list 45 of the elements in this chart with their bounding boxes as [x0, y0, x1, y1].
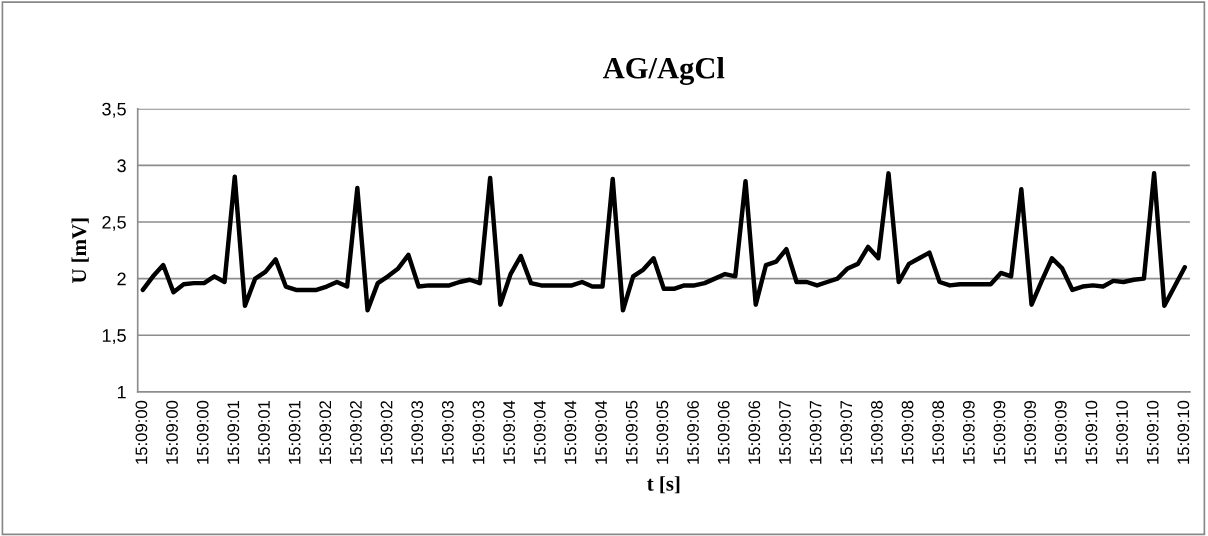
- x-tick-label: 15:09:00: [196, 400, 209, 464]
- x-tick-label: 15:09:06: [748, 400, 761, 464]
- x-tick-label: 15:09:10: [1177, 400, 1190, 464]
- x-tick-label: 15:09:01: [288, 400, 301, 464]
- y-tick-label: 1: [117, 385, 126, 399]
- x-tick-label: 15:09:07: [840, 400, 853, 464]
- y-tick-label: 2,5: [102, 215, 126, 231]
- x-tick-label: 15:09:05: [656, 400, 669, 464]
- x-tick-label: 15:09:10: [1146, 400, 1159, 464]
- line-series: [140, 171, 1187, 313]
- x-tick-label: 15:09:09: [1024, 400, 1037, 464]
- x-tick-label: 15:09:03: [411, 400, 424, 464]
- chart-title: AG/AgCl: [602, 57, 725, 85]
- x-tick-label: 15:09:08: [870, 400, 883, 464]
- x-tick-label: 15:09:07: [779, 400, 791, 464]
- x-tick-label: 15:09:07: [809, 400, 822, 464]
- x-tick-label: 15:09:01: [258, 400, 270, 464]
- x-tick-label: 15:09:04: [564, 400, 577, 464]
- x-tick-label: 15:09:02: [350, 400, 362, 464]
- x-tick-label: 15:09:10: [1085, 400, 1098, 464]
- y-tick-label: 2: [117, 272, 126, 286]
- x-tick-label: 15:09:00: [166, 400, 178, 464]
- x-axis-title: t [s]: [647, 476, 680, 494]
- x-tick-label: 15:09:04: [503, 400, 516, 464]
- x-tick-label: 15:09:01: [227, 400, 240, 464]
- x-tick-label: 15:09:09: [1054, 400, 1067, 464]
- x-tick-label: 15:09:09: [993, 400, 1006, 464]
- x-tick-label: 15:09:04: [595, 400, 607, 464]
- y-tick-label: 3,5: [102, 102, 126, 118]
- y-tick-label: 1,5: [102, 329, 126, 345]
- x-tick-label: 15:09:06: [687, 400, 699, 464]
- x-tick-label: 15:09:08: [901, 400, 914, 464]
- x-tick-label: 15:09:10: [1116, 400, 1128, 464]
- x-tick-label: 15:09:05: [625, 400, 638, 464]
- x-tick-label: 15:09:03: [441, 400, 454, 464]
- x-tick-label: 15:09:03: [472, 400, 485, 464]
- y-axis-title: U [mV]: [71, 218, 89, 284]
- x-tick-label: 15:09:09: [962, 400, 975, 464]
- y-tick-label: 3: [117, 159, 126, 173]
- x-tick-label: 15:09:04: [533, 400, 546, 464]
- x-tick-label: 15:09:02: [319, 400, 332, 464]
- x-tick-label: 15:09:00: [135, 400, 148, 464]
- x-tick-label: 15:09:02: [380, 400, 393, 464]
- x-tick-label: 15:09:06: [717, 400, 730, 464]
- x-tick-label: 15:09:08: [932, 400, 945, 464]
